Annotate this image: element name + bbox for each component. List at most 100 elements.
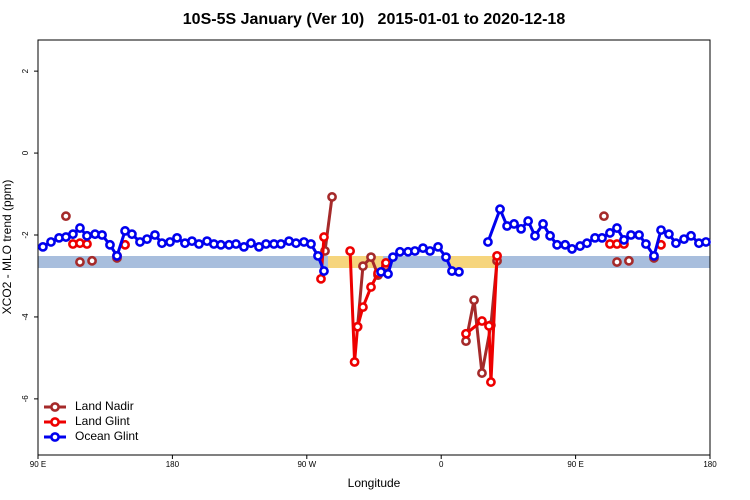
x-tick-label: 90 W bbox=[297, 460, 316, 469]
data-point bbox=[75, 223, 85, 233]
y-tick-label: -6 bbox=[21, 395, 30, 403]
data-point bbox=[68, 229, 78, 240]
data-point bbox=[381, 257, 391, 268]
data-point bbox=[597, 232, 607, 243]
data-point bbox=[112, 250, 122, 261]
data-point bbox=[194, 239, 204, 249]
data-point bbox=[345, 246, 356, 256]
data-point bbox=[656, 225, 666, 235]
data-point bbox=[157, 238, 167, 249]
data-point bbox=[127, 229, 137, 240]
data-point bbox=[150, 230, 160, 240]
legend-label: Land Nadir bbox=[75, 399, 134, 413]
data-point bbox=[246, 238, 256, 249]
data-point bbox=[358, 261, 368, 272]
y-axis-label: XCO2 - MLO trend (ppm) bbox=[0, 180, 14, 315]
data-point bbox=[530, 230, 540, 241]
data-point bbox=[38, 241, 48, 252]
data-point bbox=[477, 368, 487, 378]
data-point bbox=[410, 246, 420, 256]
data-point bbox=[634, 230, 644, 240]
data-point bbox=[97, 230, 107, 240]
y-tick-label: -4 bbox=[21, 313, 30, 321]
data-point bbox=[366, 252, 376, 263]
data-point bbox=[291, 238, 301, 249]
data-point bbox=[649, 250, 659, 261]
data-point bbox=[461, 328, 471, 339]
data-point bbox=[612, 257, 622, 267]
plot-frame bbox=[37, 39, 711, 456]
data-point bbox=[319, 232, 329, 242]
data-point bbox=[538, 219, 548, 229]
data-point bbox=[671, 238, 681, 249]
data-point bbox=[545, 230, 555, 241]
data-point bbox=[358, 302, 368, 313]
x-tick-label: 180 bbox=[703, 460, 717, 469]
data-point bbox=[383, 269, 393, 279]
data-point bbox=[605, 228, 615, 238]
data-point bbox=[172, 232, 182, 243]
data-point bbox=[567, 244, 577, 254]
data-point bbox=[306, 239, 316, 249]
data-point bbox=[624, 255, 634, 266]
data-point bbox=[366, 282, 376, 292]
x-tick-label: 90 E bbox=[30, 460, 46, 469]
data-point bbox=[46, 237, 56, 247]
x-tick-label: 0 bbox=[439, 460, 444, 469]
data-point bbox=[486, 377, 496, 387]
data-point bbox=[701, 237, 711, 247]
data-point bbox=[105, 239, 115, 250]
data-point bbox=[216, 239, 226, 250]
data-point bbox=[313, 250, 323, 261]
data-point bbox=[425, 246, 435, 256]
legend-marker bbox=[50, 402, 60, 412]
data-point bbox=[165, 237, 175, 247]
data-point bbox=[261, 239, 271, 249]
data-point bbox=[75, 257, 85, 267]
x-tick-label: 180 bbox=[166, 460, 180, 469]
data-point bbox=[454, 266, 464, 277]
x-tick-label: 90 E bbox=[567, 460, 583, 469]
y-tick-label: -2 bbox=[21, 231, 30, 239]
x-axis-label: Longitude bbox=[348, 476, 401, 490]
data-point bbox=[349, 357, 360, 367]
data-point bbox=[599, 211, 609, 222]
data-point bbox=[612, 223, 622, 233]
data-point bbox=[61, 211, 71, 222]
data-point bbox=[82, 239, 92, 249]
data-point bbox=[516, 223, 526, 234]
data-point bbox=[231, 239, 241, 249]
legend-marker bbox=[50, 417, 60, 427]
data-point bbox=[276, 239, 286, 249]
data-point bbox=[509, 219, 519, 229]
y-tick-label: 0 bbox=[21, 150, 30, 155]
legend-marker bbox=[50, 432, 60, 442]
data-point bbox=[395, 246, 405, 257]
data-point bbox=[352, 321, 363, 332]
data-point bbox=[582, 238, 592, 249]
data-point bbox=[495, 204, 505, 215]
data-point bbox=[319, 266, 329, 276]
data-point bbox=[87, 255, 97, 266]
data-point bbox=[477, 316, 487, 326]
y-tick-label: 2 bbox=[21, 68, 30, 73]
data-point bbox=[239, 241, 249, 252]
data-point bbox=[560, 239, 571, 250]
data-point bbox=[492, 250, 502, 261]
data-point bbox=[686, 230, 696, 241]
data-point bbox=[483, 237, 493, 247]
data-point bbox=[664, 229, 674, 240]
data-point bbox=[523, 216, 534, 226]
data-point bbox=[552, 239, 562, 250]
data-point bbox=[469, 295, 479, 306]
data-point bbox=[626, 230, 636, 240]
land-band bbox=[448, 256, 496, 268]
data-point bbox=[327, 192, 337, 202]
chart-title: 10S-5S January (Ver 10) 2015-01-01 to 20… bbox=[183, 11, 566, 28]
series-line bbox=[323, 196, 334, 252]
data-point bbox=[484, 321, 494, 331]
data-point bbox=[316, 273, 326, 284]
legend-label: Ocean Glint bbox=[75, 429, 139, 443]
data-point bbox=[641, 239, 651, 249]
